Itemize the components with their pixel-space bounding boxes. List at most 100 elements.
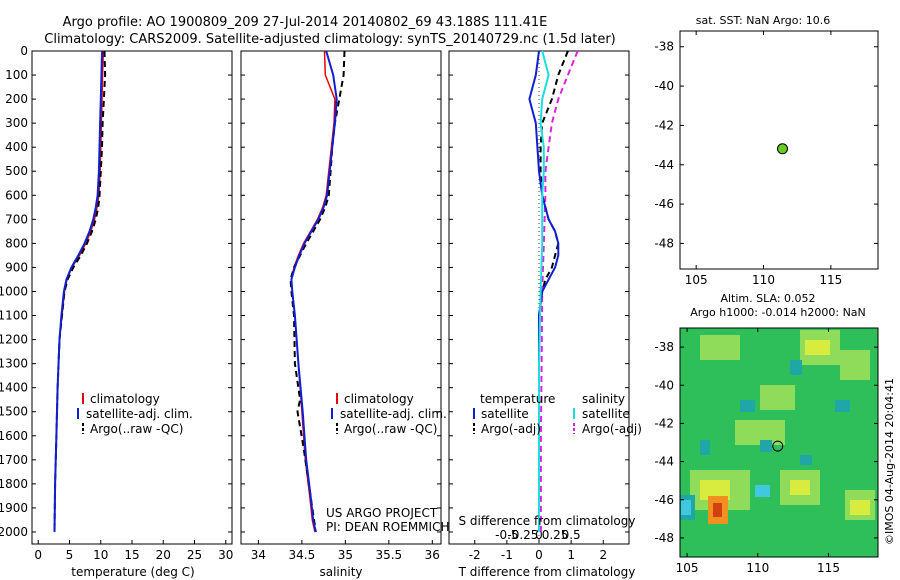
figure-title-line1: Argo profile: AO 1900809_209 27-Jul-2014… <box>63 15 548 30</box>
sla-heatmap-yellow-cells <box>700 340 870 515</box>
legend-heading-salinity: salinity <box>582 392 625 406</box>
location-y-tick-label: -38 <box>654 40 674 54</box>
legend-label-climatology: climatology <box>90 392 160 406</box>
depth-tick-label: 1700 <box>0 453 28 467</box>
x-tick-label: 36 <box>425 548 440 562</box>
x-tick-label: 15 <box>124 548 139 562</box>
float-location-marker <box>777 143 789 155</box>
difference-salinity-satellite-line <box>538 50 550 532</box>
sla-heatmap-cell <box>700 440 710 455</box>
depth-tick-label: 2000 <box>0 525 28 539</box>
sla-heatmap-cell <box>740 400 755 412</box>
temperature-legend: climatology satellite-adj. clim. Argo(..… <box>77 392 193 436</box>
legend-label-argo: Argo(..raw -QC) <box>344 422 437 436</box>
temperature-satellite-line <box>53 50 103 533</box>
depth-tick-label: 1900 <box>0 501 28 515</box>
sla-float-marker <box>772 440 784 452</box>
sla-heatmap-cell <box>700 335 740 360</box>
location-y-tick-label: -46 <box>654 197 674 211</box>
x-tick-label: -1 <box>501 548 513 562</box>
depth-tick-label: 500 <box>5 164 28 178</box>
location-map-title: sat. SST: NaN Argo: 10.6 <box>696 14 830 27</box>
depth-tick-label: 1300 <box>0 357 28 371</box>
imos-timestamp-stamp: ©IMOS 04-Aug-2014 20:04:41 <box>883 378 896 545</box>
difference-salinity-argo-line <box>539 50 579 532</box>
x-tick-label: 30 <box>218 548 233 562</box>
location-map-frame <box>679 30 879 270</box>
depth-tick-label: 600 <box>5 188 28 202</box>
x-tick-label: -2 <box>469 548 481 562</box>
legend-label-sal-argo: Argo(-adj) <box>582 422 642 436</box>
project-annotation-line2: PI: DEAN ROEMMICH <box>326 520 449 534</box>
location-x-tick-label: 105 <box>685 273 708 287</box>
x-tick-label: 35 <box>338 548 353 562</box>
sla-heatmap-cell <box>681 500 691 515</box>
series-layer <box>53 50 789 533</box>
sla-y-tick-label: -46 <box>654 493 674 507</box>
x-tick-label: 10 <box>93 548 108 562</box>
sla-map-frame <box>679 327 879 558</box>
temperature-climatology-line <box>53 50 105 533</box>
sla-heatmap-cell <box>805 340 830 355</box>
temperature-xlabel: temperature (deg C) <box>71 565 194 579</box>
legend-label-temp-satellite: satellite <box>481 407 529 421</box>
x-tick-label: 1 <box>567 548 575 562</box>
depth-tick-label: 200 <box>5 92 28 106</box>
depth-tick-label: 900 <box>5 260 28 274</box>
depth-tick-label: 1600 <box>0 429 28 443</box>
sla-heatmap-cell <box>790 480 810 495</box>
difference-xlabel: T difference from climatology <box>458 565 636 579</box>
x2-tick-label: -0.5 <box>495 528 518 542</box>
axes-layer: 0100200300400500600700800900100011001200… <box>0 31 878 575</box>
difference-legend: temperature satellite Argo(-adj) salinit… <box>473 392 642 436</box>
salinity-legend: climatology satellite-adj. clim. Argo(..… <box>331 392 447 436</box>
difference-temperature-satellite-line <box>528 50 560 532</box>
sla-x-tick-label: 105 <box>676 561 699 575</box>
depth-tick-label: 400 <box>5 140 28 154</box>
sla-heatmap-cell <box>840 350 870 380</box>
sla-y-tick-label: -44 <box>654 455 674 469</box>
depth-tick-label: 0 <box>20 44 28 58</box>
sla-y-tick-label: -40 <box>654 378 674 392</box>
sla-y-tick-label: -38 <box>654 340 674 354</box>
x2-tick-label: -0.25 <box>507 528 538 542</box>
x-tick-label: 5 <box>66 548 74 562</box>
depth-tick-label: 100 <box>5 68 28 82</box>
x-tick-label: 34 <box>251 548 266 562</box>
sla-heatmap-red-cell <box>713 503 722 517</box>
sla-map-title-line1: Altim. SLA: 0.052 <box>720 292 815 305</box>
sla-heatmap-cyan-cells <box>681 485 770 515</box>
location-y-tick-label: -42 <box>654 118 674 132</box>
salinity-argo-line <box>289 50 346 533</box>
sla-heatmap-cell <box>760 440 772 452</box>
salinity-climatology-line <box>290 50 336 533</box>
legend-label-satellite: satellite-adj. clim. <box>86 407 193 421</box>
x-tick-label: 0 <box>34 548 42 562</box>
sla-heatmap-cell <box>835 400 850 412</box>
temperature-argo-line <box>53 50 107 533</box>
salinity-satellite-line <box>290 50 338 533</box>
sla-y-tick-label: -48 <box>654 531 674 545</box>
sla-heatmap-cell <box>760 385 795 410</box>
legend-heading-temperature: temperature <box>480 392 555 406</box>
legend-label-satellite: satellite-adj. clim. <box>340 407 447 421</box>
depth-tick-label: 700 <box>5 212 28 226</box>
temperature-panel-frame <box>31 50 233 545</box>
location-y-tick-label: -44 <box>654 158 674 172</box>
difference-xlabel2: S difference from climatology <box>459 514 636 528</box>
sla-x-tick-label: 110 <box>746 561 769 575</box>
depth-tick-label: 1400 <box>0 381 28 395</box>
depth-tick-label: 300 <box>5 116 28 130</box>
location-y-tick-label: -40 <box>654 79 674 93</box>
location-x-tick-label: 115 <box>819 273 842 287</box>
sla-heatmap-cell <box>850 500 870 515</box>
x-tick-label: 34.5 <box>289 548 316 562</box>
depth-tick-label: 800 <box>5 236 28 250</box>
sla-heatmap <box>680 328 878 557</box>
sla-x-tick-label: 115 <box>817 561 840 575</box>
sla-map-title-line2: Argo h1000: -0.014 h2000: NaN <box>690 306 866 319</box>
x-tick-label: 20 <box>156 548 171 562</box>
legend-label-argo: Argo(..raw -QC) <box>90 422 183 436</box>
salinity-xlabel: salinity <box>319 565 362 579</box>
depth-tick-label: 1000 <box>0 284 28 298</box>
